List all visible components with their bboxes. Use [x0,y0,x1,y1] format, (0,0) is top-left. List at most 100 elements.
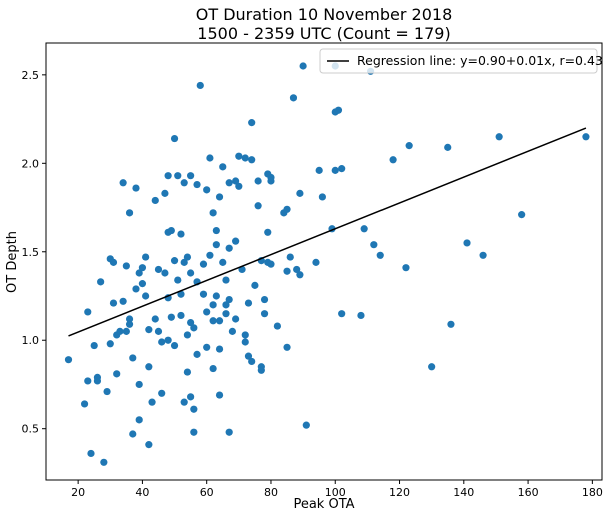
data-point [161,189,169,197]
data-point [119,179,127,187]
x-axis-label: Peak OTA [293,497,354,512]
data-point [142,253,150,261]
data-point [232,177,240,185]
data-point [164,172,172,180]
data-point [228,327,236,335]
data-point [235,152,243,160]
data-point [116,327,124,335]
data-point [299,62,307,70]
data-point [119,297,127,305]
data-point [264,228,272,236]
data-point [125,320,134,328]
x-tick-label: 120 [389,486,410,499]
data-point [248,357,256,366]
chart-title-line-1: OT Duration 10 November 2018 [196,5,453,24]
data-point [225,179,233,187]
data-point [129,354,137,362]
data-point [80,400,89,408]
data-point [103,387,111,396]
data-point [109,258,118,266]
data-point [244,352,253,360]
data-point [206,154,214,162]
data-point [190,428,198,436]
data-point [267,260,275,268]
data-point [286,253,294,261]
data-point [97,278,105,286]
data-point [215,345,224,353]
data-point [151,315,159,323]
data-point [145,326,153,334]
data-point [174,276,182,284]
data-point [518,211,526,219]
x-tick-label: 60 [200,486,214,499]
data-point [64,356,73,364]
x-tick-label: 160 [518,486,539,499]
data-point [167,226,175,235]
y-tick-label: 1.5 [22,246,40,259]
y-tick-label: 2.0 [22,157,40,170]
data-point [84,308,92,316]
data-point [215,391,224,399]
data-point [257,363,265,371]
data-point [222,310,230,318]
data-point [180,258,188,266]
data-point [196,81,204,90]
data-point [177,290,185,298]
data-point [187,393,195,401]
data-point [167,313,175,321]
data-point [360,225,368,233]
data-point [283,267,291,275]
data-point [251,281,259,289]
data-point [193,350,201,358]
data-point [177,230,185,238]
data-point [215,193,224,201]
data-point [90,341,98,350]
data-point [444,143,452,151]
data-point [84,377,92,385]
data-point [241,338,249,346]
y-tick-label: 0.5 [22,423,40,436]
data-point [447,320,455,328]
data-point [225,295,233,304]
data-point [222,301,230,309]
y-tick-label: 1.0 [22,334,40,347]
data-point [260,295,269,304]
data-point [203,186,211,194]
data-point [135,269,143,277]
data-point [267,177,275,185]
data-point [170,341,179,350]
data-point [318,193,326,201]
data-point [296,271,304,279]
data-point [138,264,147,272]
data-point [376,251,384,259]
legend-label: Regression line: y=0.90+0.01x, r=0.43 [357,53,603,68]
data-point [154,327,163,335]
chart-title-line-2: 1500 - 2359 UTC (Count = 179) [197,24,450,43]
data-point [357,311,365,320]
data-point [187,318,195,327]
y-tick-label: 2.5 [22,69,40,82]
data-point [312,258,320,266]
data-point [296,189,304,197]
data-point [232,237,240,245]
data-point [132,184,140,192]
x-tick-label: 180 [582,486,603,499]
data-point [428,363,436,371]
data-point [582,133,590,141]
data-point [148,398,156,406]
data-point [479,251,487,259]
data-point [215,317,224,325]
data-point [183,331,192,339]
data-point [338,165,346,173]
data-point [135,380,143,389]
data-point [129,430,137,438]
legend: Regression line: y=0.90+0.01x, r=0.43 [319,48,603,74]
data-point [100,458,108,466]
data-point [334,106,343,114]
data-point [289,94,298,102]
data-point [122,262,130,270]
data-point [177,311,185,320]
data-point [106,340,114,348]
